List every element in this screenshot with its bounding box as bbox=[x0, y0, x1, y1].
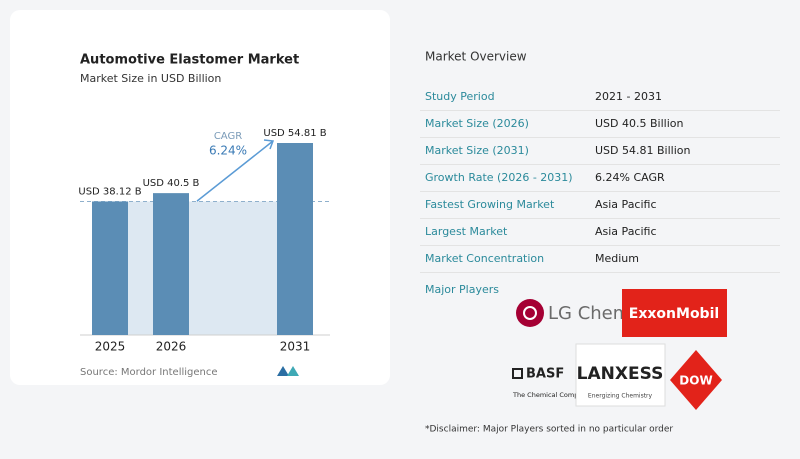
overview-label: Market Size (2026) bbox=[425, 117, 529, 130]
bar bbox=[153, 193, 189, 335]
chart-subtitle: Market Size in USD Billion bbox=[80, 72, 221, 85]
overview-value: Asia Pacific bbox=[595, 198, 657, 211]
logo-basf: BASF The Chemical Company bbox=[512, 367, 590, 399]
logo-exxon: ExxonMobil bbox=[622, 289, 727, 337]
logo-dow: DOW bbox=[670, 350, 722, 410]
baseline-band bbox=[128, 201, 277, 335]
cagr-value: 6.24% bbox=[209, 144, 247, 158]
logo-lanxess: LANXESS Energizing Chemistry bbox=[575, 343, 666, 407]
player-name: LANXESS bbox=[577, 364, 664, 384]
overview-label: Largest Market bbox=[425, 225, 508, 238]
value-label: USD 40.5 B bbox=[143, 178, 200, 189]
player-name: BASF bbox=[526, 367, 564, 382]
player-name: ExxonMobil bbox=[629, 306, 719, 322]
player-tagline: The Chemical Company bbox=[512, 391, 590, 399]
source: Source: Mordor Intelligence bbox=[80, 367, 218, 378]
overview-value: 6.24% CAGR bbox=[595, 171, 665, 184]
players-title: Major Players bbox=[425, 283, 499, 296]
cagr-arrow bbox=[196, 140, 274, 202]
value-label: USD 54.81 B bbox=[263, 128, 326, 139]
overview-label: Fastest Growing Market bbox=[425, 198, 555, 211]
overview-value: USD 54.81 Billion bbox=[595, 144, 690, 157]
overview-title: Market Overview bbox=[425, 50, 527, 64]
cagr-label: CAGR bbox=[214, 131, 242, 142]
x-tick-label: 2026 bbox=[156, 340, 187, 354]
x-tick-label: 2031 bbox=[280, 340, 311, 354]
overview-value: USD 40.5 Billion bbox=[595, 117, 683, 130]
player-name: DOW bbox=[679, 374, 712, 388]
disclaimer: *Disclaimer: Major Players sorted in no … bbox=[425, 425, 673, 435]
chart-title: Automotive Elastomer Market bbox=[80, 53, 299, 68]
cagr-arrowhead bbox=[263, 139, 275, 150]
x-tick-label: 2025 bbox=[95, 340, 126, 354]
overview-value: Asia Pacific bbox=[595, 225, 657, 238]
overview-label: Study Period bbox=[425, 90, 495, 103]
bar bbox=[92, 201, 128, 335]
player-name: LG Chem bbox=[548, 303, 630, 324]
overview-value: Medium bbox=[595, 252, 639, 265]
player-tagline: Energizing Chemistry bbox=[588, 393, 653, 400]
overview-value: 2021 - 2031 bbox=[595, 90, 662, 103]
brand-logo bbox=[277, 366, 299, 376]
logo-lg: LG Chem bbox=[516, 299, 630, 327]
bar bbox=[277, 143, 313, 335]
overview-label: Growth Rate (2026 - 2031) bbox=[425, 171, 573, 184]
value-label: USD 38.12 B bbox=[78, 186, 141, 197]
overview-label: Market Concentration bbox=[425, 252, 544, 265]
overview-label: Market Size (2031) bbox=[425, 144, 529, 157]
